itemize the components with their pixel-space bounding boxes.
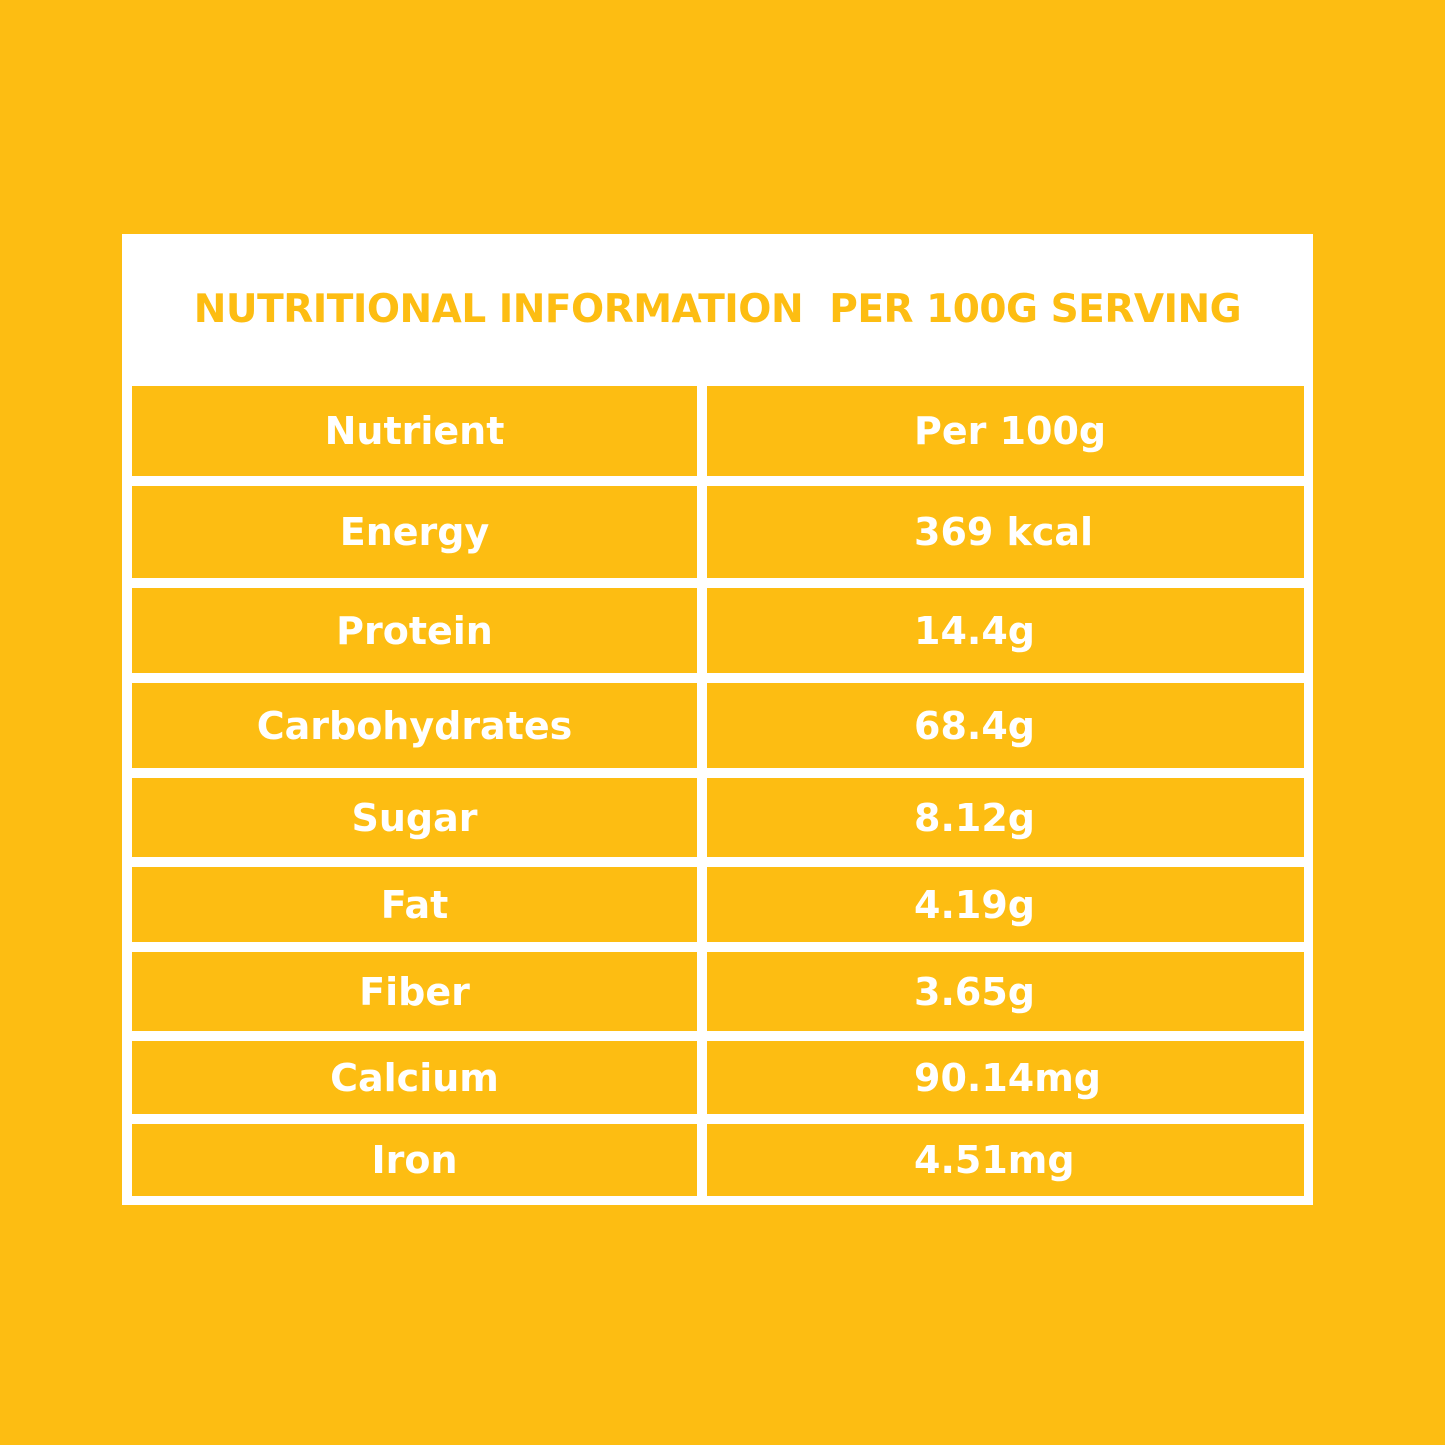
nutrient-name: Protein [132,588,697,673]
nutrient-value: 4.19g [707,867,1304,942]
nutrient-value: 14.4g [707,588,1304,673]
nutrient-value: 369 kcal [707,486,1304,578]
nutrition-card: NUTRITIONAL INFORMATION PER 100G SERVING… [122,234,1313,1205]
header-nutrient: Nutrient [132,386,697,476]
nutrient-value: 8.12g [707,778,1304,857]
header-per-100g: Per 100g [707,386,1304,476]
nutrient-value: 90.14mg [707,1041,1304,1114]
nutrient-value: 3.65g [707,952,1304,1031]
nutrient-name: Fat [132,867,697,942]
nutrient-name: Carbohydrates [132,683,697,768]
nutrient-name: Iron [132,1124,697,1196]
nutrition-title: NUTRITIONAL INFORMATION PER 100G SERVING [193,286,1242,332]
nutrient-name: Energy [132,486,697,578]
nutrient-value: 68.4g [707,683,1304,768]
nutrient-name: Sugar [132,778,697,857]
nutrient-name: Fiber [132,952,697,1031]
nutrient-name: Calcium [132,1041,697,1114]
nutrient-value: 4.51mg [707,1124,1304,1196]
